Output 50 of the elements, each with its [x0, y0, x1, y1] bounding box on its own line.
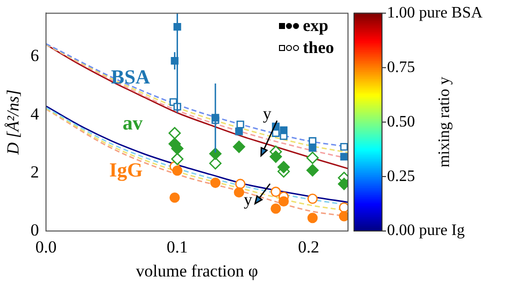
point	[278, 196, 289, 207]
annotation: exp	[302, 15, 328, 38]
point	[307, 194, 318, 204]
point	[232, 140, 246, 153]
x-axis-title: volume fraction φ	[136, 261, 258, 280]
point	[340, 152, 348, 160]
point	[278, 160, 290, 174]
point	[209, 148, 222, 160]
point	[307, 212, 318, 224]
point	[280, 126, 288, 134]
point	[270, 203, 281, 214]
annotation: y	[244, 190, 253, 210]
point	[210, 178, 221, 188]
point	[270, 150, 282, 163]
point	[338, 211, 348, 222]
color-bar-label: 0.00 pure Ig	[387, 222, 465, 240]
point	[234, 187, 244, 198]
point	[235, 128, 243, 136]
color-bar-title: mixing ratio y	[436, 76, 454, 168]
color-bar-label: 0.75	[387, 58, 415, 76]
point	[236, 120, 244, 128]
point	[171, 152, 184, 166]
y-tick-label: 2	[30, 162, 39, 182]
point	[306, 152, 319, 164]
annotation: IgG	[109, 159, 144, 182]
point	[172, 165, 182, 176]
point	[338, 202, 348, 213]
point	[340, 142, 348, 151]
point	[306, 164, 319, 176]
x-tick-label: 0.1	[166, 238, 188, 257]
point	[209, 157, 222, 170]
point	[308, 144, 316, 152]
y-axis-title: D [Å²/ns]	[4, 90, 23, 156]
x-tick-label: 0.0	[35, 238, 57, 257]
point	[235, 178, 246, 190]
y-tick-label: 6	[30, 46, 39, 66]
color-bar-label: 0.50	[387, 113, 415, 130]
point	[308, 137, 316, 145]
point	[170, 192, 180, 203]
y-tick-label: 4	[30, 104, 40, 124]
color-bar-label: 0.25	[387, 168, 415, 185]
y-tick-label: 0	[30, 220, 39, 240]
point	[270, 186, 281, 197]
point	[168, 126, 181, 140]
color-bar-label: 1.00 pure BSA	[387, 4, 483, 22]
x-tick-label: 0.2	[298, 238, 320, 257]
annotation: theo	[302, 37, 334, 60]
annotation: BSA	[110, 66, 150, 89]
annotation: y	[262, 104, 272, 124]
annotation: av	[122, 112, 143, 134]
